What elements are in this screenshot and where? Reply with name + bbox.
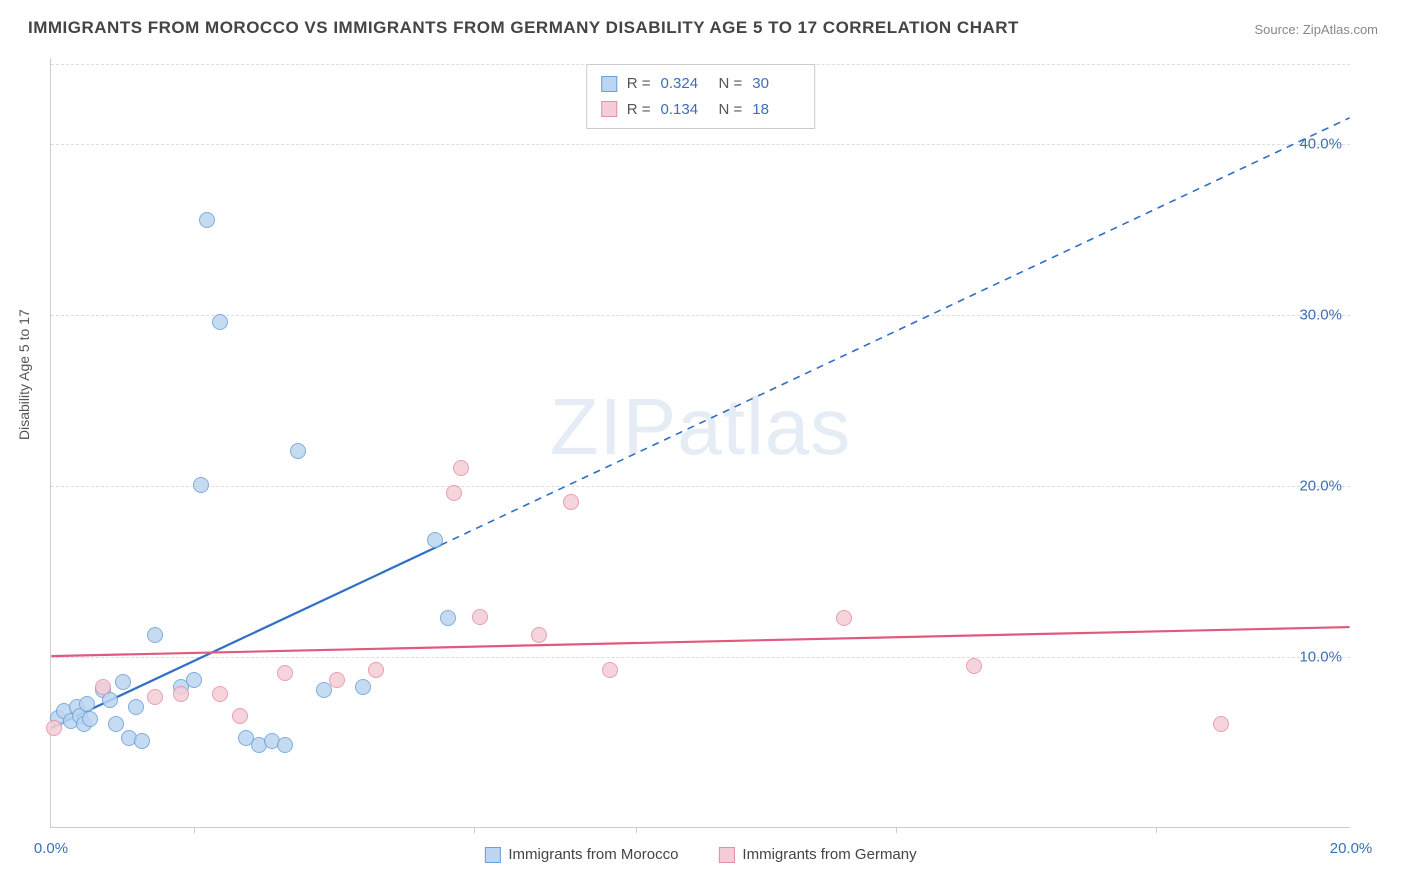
data-point (602, 662, 618, 678)
x-tick-mark (636, 827, 637, 833)
data-point (147, 689, 163, 705)
data-point (563, 494, 579, 510)
legend-correlation: R = 0.324 N = 30 R = 0.134 N = 18 (586, 64, 816, 129)
legend-r-value: 0.324 (661, 71, 709, 97)
regression-line-dashed (441, 118, 1350, 545)
data-point (128, 699, 144, 715)
data-point (472, 609, 488, 625)
data-point (108, 716, 124, 732)
data-point (46, 720, 62, 736)
data-point (277, 665, 293, 681)
legend-correlation-row: R = 0.134 N = 18 (601, 97, 801, 123)
data-point (79, 696, 95, 712)
legend-r-label: R = (627, 97, 651, 123)
data-point (836, 610, 852, 626)
y-axis-label: Disability Age 5 to 17 (16, 309, 32, 440)
legend-series-label: Immigrants from Germany (742, 846, 916, 863)
data-point (329, 672, 345, 688)
data-point (966, 658, 982, 674)
data-point (368, 662, 384, 678)
legend-swatch (601, 76, 617, 92)
data-point (193, 477, 209, 493)
data-point (446, 485, 462, 501)
data-point (95, 679, 111, 695)
x-tick-mark (194, 827, 195, 833)
legend-n-value: 30 (752, 71, 800, 97)
legend-n-label: N = (719, 97, 743, 123)
data-point (531, 627, 547, 643)
data-point (355, 679, 371, 695)
data-point (1213, 716, 1229, 732)
data-point (134, 733, 150, 749)
data-point (440, 610, 456, 626)
legend-n-label: N = (719, 71, 743, 97)
source-attribution: Source: ZipAtlas.com (1254, 22, 1378, 37)
chart-title: IMMIGRANTS FROM MOROCCO VS IMMIGRANTS FR… (28, 18, 1019, 38)
data-point (277, 737, 293, 753)
legend-correlation-row: R = 0.324 N = 30 (601, 71, 801, 97)
data-point (427, 532, 443, 548)
data-point (102, 692, 118, 708)
data-point (290, 443, 306, 459)
x-tick-mark (896, 827, 897, 833)
legend-swatch (718, 847, 734, 863)
data-point (186, 672, 202, 688)
data-point (82, 711, 98, 727)
legend-series: Immigrants from Morocco Immigrants from G… (484, 846, 916, 863)
data-point (453, 460, 469, 476)
legend-swatch (484, 847, 500, 863)
legend-n-value: 18 (752, 97, 800, 123)
plot-area: ZIPatlas 10.0%20.0%30.0%40.0% R =0.324N … (50, 58, 1350, 828)
x-tick-mark (1156, 827, 1157, 833)
legend-series-label: Immigrants from Morocco (508, 846, 678, 863)
data-point (147, 627, 163, 643)
x-tick-label: 20.0% (1330, 840, 1373, 857)
x-tick-mark (474, 827, 475, 833)
legend-swatch (601, 101, 617, 117)
data-point (173, 686, 189, 702)
data-point (212, 686, 228, 702)
data-point (199, 212, 215, 228)
data-point (212, 314, 228, 330)
legend-series-item: Immigrants from Morocco (484, 846, 678, 863)
data-point (115, 674, 131, 690)
legend-r-label: R = (627, 71, 651, 97)
legend-r-value: 0.134 (661, 97, 709, 123)
x-tick-label: 0.0% (34, 840, 68, 857)
data-point (232, 708, 248, 724)
legend-series-item: Immigrants from Germany (718, 846, 916, 863)
regression-line-solid (51, 627, 1349, 656)
